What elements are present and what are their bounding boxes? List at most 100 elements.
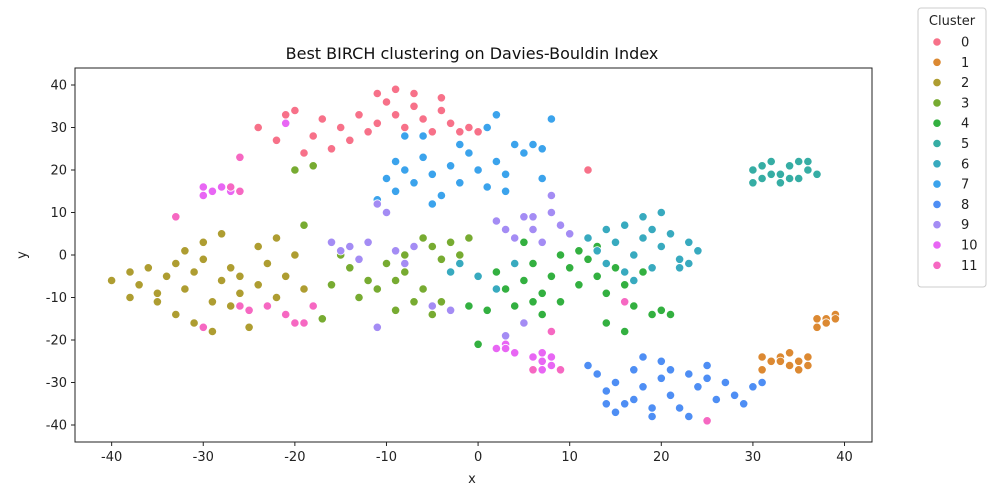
y-tick-label: 0 [59,249,67,264]
cluster-7-point [500,186,511,196]
cluster-7-point [381,173,392,184]
cluster-2-point [162,271,172,281]
cluster-11-point [235,186,245,196]
legend-label: 1 [961,56,969,71]
cluster-10-point [546,352,557,362]
legend-label: 9 [961,218,969,233]
cluster-9-point [528,212,538,222]
cluster-2-point [226,301,236,311]
cluster-9-point [500,224,511,235]
cluster-0-point [345,135,355,145]
cluster-8-point [610,407,621,417]
cluster-0-point [317,114,327,124]
legend-label: 7 [961,178,969,193]
cluster-3-point [418,284,428,294]
cluster-3-point [436,297,446,307]
legend-title: Cluster [929,14,976,29]
cluster-8-point [601,386,611,396]
cluster-1-point [812,314,822,324]
cluster-8-point [720,377,731,388]
cluster-8-point [638,352,648,362]
cluster-3-point [290,165,300,175]
cluster-2-point [189,318,199,328]
cluster-11-point [290,318,300,328]
cluster-0-point [253,122,263,133]
x-tick-label: -30 [193,450,214,465]
cluster-3-point [299,220,309,230]
cluster-0-point [390,110,401,120]
cluster-3-point [427,309,437,320]
cluster-9-point [500,331,511,341]
cluster-3-point [409,297,419,307]
legend-label: 4 [961,117,969,132]
legend-marker [932,179,942,189]
cluster-8-point [702,373,712,383]
cluster-9-point [372,322,382,332]
legend-label: 0 [961,36,969,51]
cluster-7-point [482,122,492,133]
cluster-4-point [519,237,529,247]
cluster-2-point [180,284,190,294]
cluster-10-point [510,348,520,358]
cluster-7-point [455,139,465,150]
cluster-6-point [674,254,685,264]
cluster-2-point [207,297,217,307]
cluster-5-point [757,173,767,184]
cluster-9-point [326,237,337,247]
cluster-4-point [510,301,520,311]
cluster-3-point [400,267,410,277]
cluster-6-point [693,246,703,256]
cluster-4-point [583,254,593,264]
cluster-2-point [189,267,199,277]
cluster-7-point [418,131,428,141]
cluster-9-point [537,237,547,247]
cluster-0-point [418,114,428,124]
cluster-5-point [794,156,804,167]
cluster-6-point [510,258,520,269]
cluster-2-point [271,233,282,243]
cluster-0-point [427,127,437,137]
cluster-11-point [528,365,538,375]
cluster-4-point [647,309,657,320]
cluster-1-point [821,318,831,328]
cluster-0-point [436,105,446,116]
y-tick-label: -10 [46,291,67,306]
cluster-5-point [748,178,758,188]
cluster-6-point [656,207,666,218]
cluster-2-point [107,275,117,286]
cluster-11-point [546,326,557,337]
cluster-2-point [217,275,227,286]
cluster-11-point [299,318,309,328]
cluster-0-point [464,122,474,133]
y-tick-label: -20 [46,334,67,349]
cluster-7-point [500,169,511,179]
cluster-0-point [583,165,593,175]
cluster-1-point [775,356,786,366]
cluster-11-point [244,305,254,315]
cluster-4-point [610,263,621,273]
cluster-3-point [308,161,318,171]
cluster-10-point [537,356,547,366]
cluster-2-point [235,288,245,298]
cluster-2-point [152,297,162,307]
legend-label: 10 [961,239,978,254]
cluster-0-point [326,144,337,154]
cluster-11-point [226,182,236,192]
cluster-9-point [528,224,538,235]
cluster-1-point [757,352,767,362]
cluster-4-point [519,275,529,286]
cluster-3-point [390,305,401,315]
cluster-4-point [592,271,602,281]
cluster-7-point [409,178,419,188]
y-tick-label: 40 [50,79,67,94]
cluster-8-point [693,382,703,392]
cluster-8-point [647,403,657,413]
legend-marker [932,199,942,209]
x-tick-label: 40 [836,450,853,465]
cluster-9-point [427,301,437,311]
cluster-7-point [418,152,428,162]
cluster-6-point [674,263,685,273]
cluster-6-point [473,271,483,281]
legend-items: 0 1 2 3 4 5 6 7 8 9 10 11 [932,36,978,274]
cluster-8-point [647,411,657,422]
